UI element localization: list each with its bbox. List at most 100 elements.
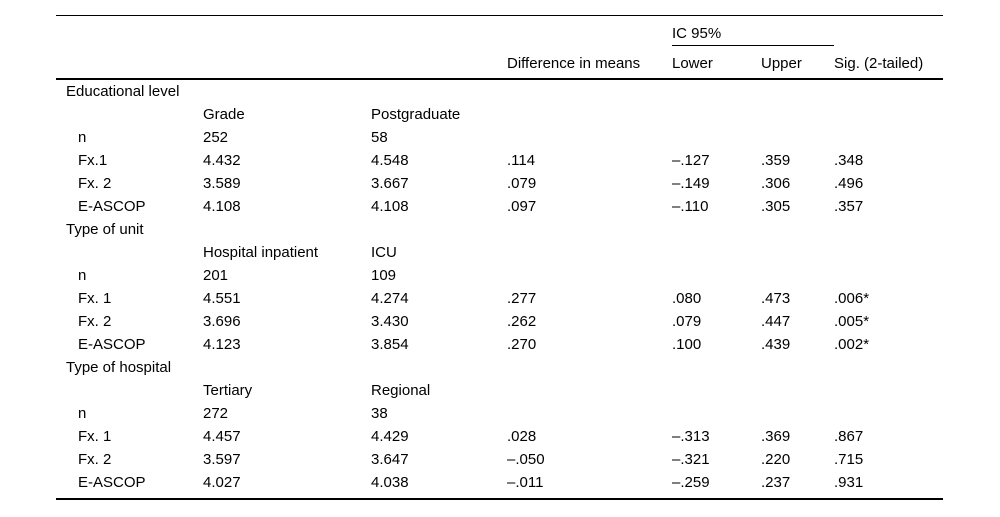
section-title: Educational level xyxy=(66,83,180,100)
cell-g2: 4.038 xyxy=(371,474,409,491)
cell-diff: .262 xyxy=(507,313,537,330)
cell-lower: –.313 xyxy=(672,428,710,445)
table-container: IC 95% Difference in means Lower Upper S… xyxy=(56,15,944,500)
cell-lower: .079 xyxy=(672,313,702,330)
row-label: E-ASCOP xyxy=(78,198,146,215)
cell-g2: 4.108 xyxy=(371,198,409,215)
row-label: E-ASCOP xyxy=(78,474,146,491)
cell-upper: .369 xyxy=(761,428,791,445)
table-row: Fx. 1 4.551 4.274 .277 .080 .473 .006* xyxy=(56,287,943,310)
cell-lower xyxy=(672,126,761,149)
cell-lower: –.259 xyxy=(672,474,710,491)
cell-diff: .114 xyxy=(507,152,536,169)
cell-lower xyxy=(672,264,761,287)
cell-g1: 4.551 xyxy=(203,290,241,307)
cell-g1: 3.589 xyxy=(203,175,241,192)
header-spacer xyxy=(56,45,203,80)
cell-upper: .473 xyxy=(761,290,791,307)
cell-g2: 3.430 xyxy=(371,313,409,330)
cell-g1: 4.108 xyxy=(203,198,241,215)
cell-diff xyxy=(507,402,672,425)
section-title-row: Type of unit xyxy=(56,218,943,241)
cell-sig: .006* xyxy=(834,290,870,307)
row-label: n xyxy=(78,405,87,422)
table-row: n 201 109 xyxy=(56,264,943,287)
table-header: IC 95% Difference in means Lower Upper S… xyxy=(56,15,944,80)
table-row: n 252 58 xyxy=(56,126,943,149)
cell-sig xyxy=(834,402,943,425)
row-label: Fx. 1 xyxy=(78,428,112,445)
cell-g2: 4.274 xyxy=(371,290,409,307)
cell-upper: .359 xyxy=(761,152,791,169)
section-title-row: Educational level xyxy=(56,79,943,103)
cell-sig: .496 xyxy=(834,175,864,192)
cell-upper: .237 xyxy=(761,474,791,491)
cell-lower: –.149 xyxy=(672,175,710,192)
cell-g2: 58 xyxy=(371,129,388,146)
cell-g2: 3.667 xyxy=(371,175,409,192)
table-row: n 272 38 xyxy=(56,402,943,425)
cell-g1: 201 xyxy=(203,267,229,284)
header-spacer xyxy=(371,16,507,46)
table-row: Fx. 2 3.696 3.430 .262 .079 .447 .005* xyxy=(56,310,943,333)
row-label: E-ASCOP xyxy=(78,336,146,353)
cell-lower: –.127 xyxy=(672,152,710,169)
cell-g1: 252 xyxy=(203,129,229,146)
header-spacer xyxy=(56,16,203,46)
cell-sig xyxy=(834,264,943,287)
section-title: Type of unit xyxy=(66,221,144,238)
cell-diff: –.050 xyxy=(507,451,545,468)
column-header-lower: Lower xyxy=(672,45,761,80)
row-label: Fx. 2 xyxy=(78,313,112,330)
group2-name: ICU xyxy=(371,244,397,261)
group1-name: Grade xyxy=(203,106,245,123)
cell-diff: .270 xyxy=(507,336,537,353)
row-label-spacer xyxy=(56,103,203,126)
cell-lower: –.321 xyxy=(672,451,710,468)
cell-upper: .220 xyxy=(761,451,791,468)
table-body: Educational level Grade Postgraduate n 2… xyxy=(56,79,943,499)
cell-g2: 4.548 xyxy=(371,152,409,169)
cell-g2: 4.429 xyxy=(371,428,409,445)
cell-lower: .100 xyxy=(672,336,702,353)
header-spacer xyxy=(507,16,672,46)
cell-lower: .080 xyxy=(672,290,702,307)
cell-upper: .305 xyxy=(761,198,791,215)
cell-lower: –.110 xyxy=(672,198,709,215)
cell-sig: .357 xyxy=(834,198,864,215)
cell-diff: .079 xyxy=(507,175,537,192)
cell-g2: 3.647 xyxy=(371,451,409,468)
table-row: E-ASCOP 4.123 3.854 .270 .100 .439 .002* xyxy=(56,333,943,356)
row-label-spacer xyxy=(56,379,203,402)
cell-diff xyxy=(507,264,672,287)
table-row: Fx. 2 3.597 3.647 –.050 –.321 .220 .715 xyxy=(56,448,943,471)
row-label: n xyxy=(78,267,87,284)
group-names-row: Tertiary Regional xyxy=(56,379,943,402)
cell-sig: .867 xyxy=(834,428,864,445)
cell-sig xyxy=(834,126,943,149)
row-label: n xyxy=(78,129,87,146)
table-row: E-ASCOP 4.027 4.038 –.011 –.259 .237 .93… xyxy=(56,471,943,499)
cell-g2: 3.854 xyxy=(371,336,409,353)
cell-g1: 4.457 xyxy=(203,428,241,445)
cell-upper: .447 xyxy=(761,313,791,330)
group1-name: Hospital inpatient xyxy=(203,244,319,261)
cell-diff: –.011 xyxy=(507,474,544,491)
cell-sig: .348 xyxy=(834,152,864,169)
column-group-ic95: IC 95% xyxy=(672,15,835,46)
cell-sig: .931 xyxy=(834,474,864,491)
header-row-columns: Difference in means Lower Upper Sig. (2-… xyxy=(56,45,944,80)
cell-sig: .715 xyxy=(834,451,864,468)
cell-diff: .028 xyxy=(507,428,537,445)
cell-g1: 3.597 xyxy=(203,451,241,468)
cell-lower xyxy=(672,402,761,425)
cell-g1: 3.696 xyxy=(203,313,241,330)
cell-diff xyxy=(507,126,672,149)
cell-g1: 4.123 xyxy=(203,336,241,353)
group2-name: Postgraduate xyxy=(371,106,461,123)
cell-upper xyxy=(761,402,834,425)
group-names-row: Grade Postgraduate xyxy=(56,103,943,126)
cell-upper xyxy=(761,126,834,149)
header-spacer xyxy=(371,45,507,80)
